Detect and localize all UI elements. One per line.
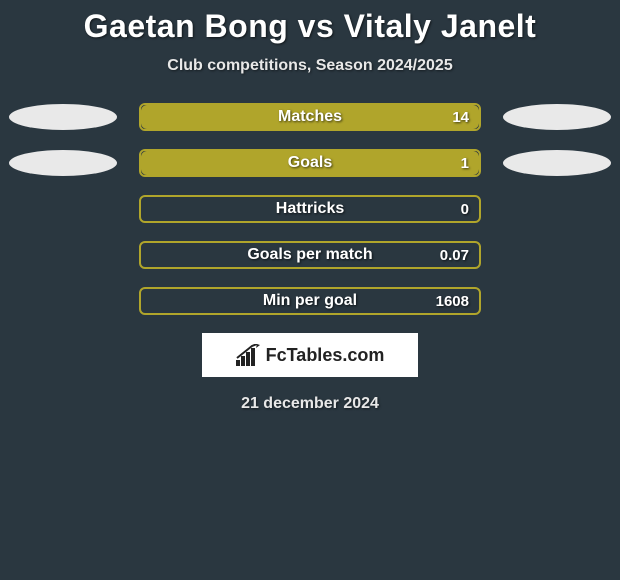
stat-label: Goals <box>288 154 332 172</box>
stat-row: Min per goal 1608 <box>0 287 620 315</box>
stat-bar: Goals 1 <box>139 149 481 177</box>
stat-label: Matches <box>278 108 342 126</box>
stat-bar: Hattricks 0 <box>139 195 481 223</box>
stat-value: 0 <box>461 201 469 218</box>
page-subtitle: Club competitions, Season 2024/2025 <box>0 57 620 75</box>
stat-row: Hattricks 0 <box>0 195 620 223</box>
player-right-marker <box>503 150 611 176</box>
player-left-marker <box>9 150 117 176</box>
stat-value: 1 <box>461 155 469 172</box>
player-left-marker <box>9 104 117 130</box>
stat-label: Goals per match <box>247 246 372 264</box>
stat-bar: Min per goal 1608 <box>139 287 481 315</box>
date-label: 21 december 2024 <box>0 395 620 413</box>
stat-row: Matches 14 <box>0 103 620 131</box>
chart-icon <box>236 344 260 366</box>
stat-value: 14 <box>452 109 469 126</box>
logo-box: FcTables.com <box>202 333 418 377</box>
stats-rows: Matches 14 Goals 1 Hattricks 0 Goals per match… <box>0 103 620 315</box>
stat-bar: Matches 14 <box>139 103 481 131</box>
stat-bar: Goals per match 0.07 <box>139 241 481 269</box>
stat-value: 1608 <box>436 293 469 310</box>
stat-label: Hattricks <box>276 200 344 218</box>
logo-text: FcTables.com <box>266 345 385 366</box>
stat-value: 0.07 <box>440 247 469 264</box>
stat-label: Min per goal <box>263 292 357 310</box>
stat-row: Goals 1 <box>0 149 620 177</box>
stat-row: Goals per match 0.07 <box>0 241 620 269</box>
player-right-marker <box>503 104 611 130</box>
page-title: Gaetan Bong vs Vitaly Janelt <box>0 8 620 45</box>
